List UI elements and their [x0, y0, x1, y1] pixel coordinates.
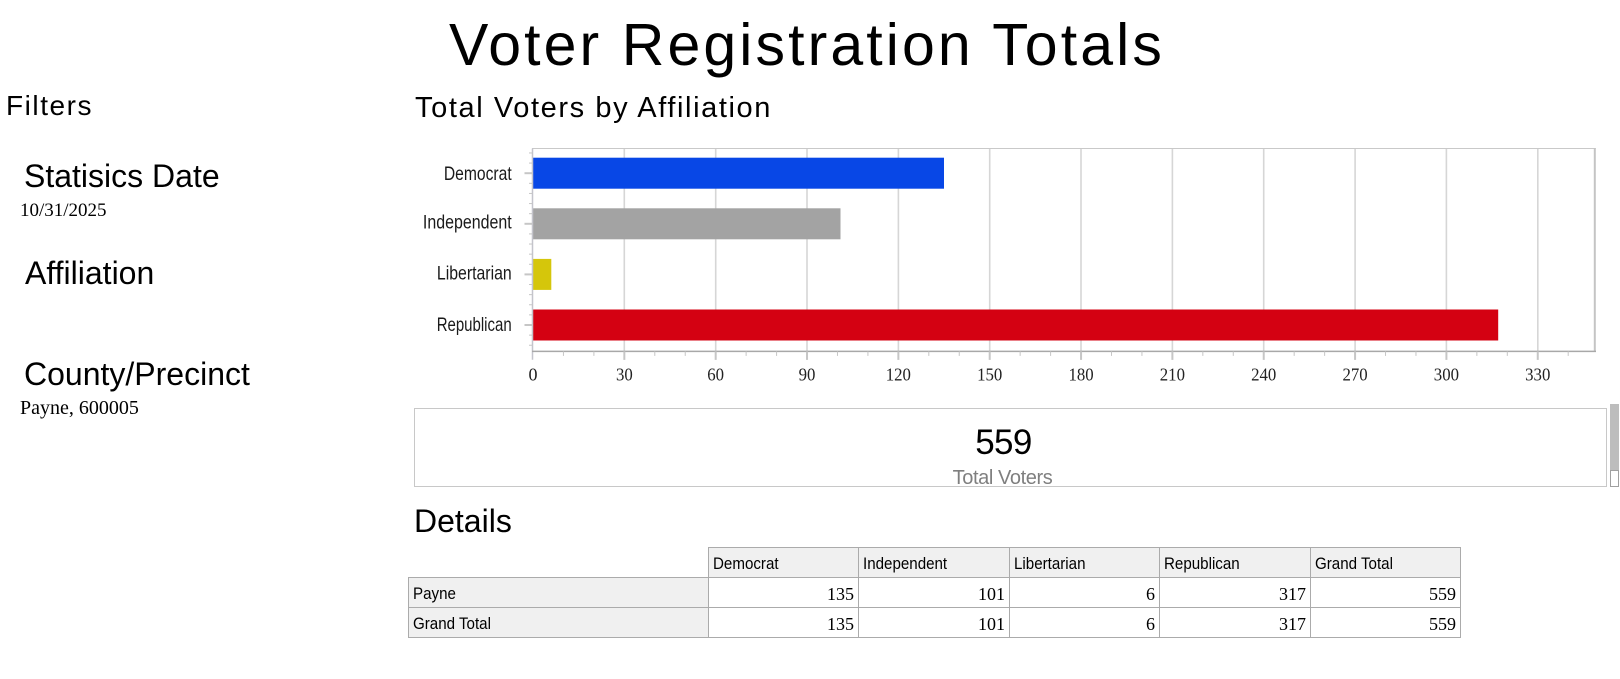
- svg-text:180: 180: [1068, 365, 1093, 385]
- svg-text:Republican: Republican: [437, 314, 512, 336]
- svg-text:240: 240: [1251, 365, 1276, 385]
- svg-text:300: 300: [1434, 365, 1459, 385]
- svg-text:270: 270: [1342, 365, 1367, 385]
- svg-text:Libertarian: Libertarian: [437, 263, 512, 285]
- svg-text:0: 0: [529, 365, 538, 385]
- svg-text:Independent: Independent: [423, 211, 512, 233]
- svg-text:60: 60: [707, 365, 724, 385]
- svg-text:Democrat: Democrat: [444, 163, 512, 185]
- svg-text:330: 330: [1525, 365, 1550, 385]
- svg-text:120: 120: [886, 365, 911, 385]
- svg-text:210: 210: [1160, 365, 1185, 385]
- svg-text:90: 90: [799, 365, 816, 385]
- svg-text:30: 30: [616, 365, 633, 385]
- svg-text:150: 150: [977, 365, 1002, 385]
